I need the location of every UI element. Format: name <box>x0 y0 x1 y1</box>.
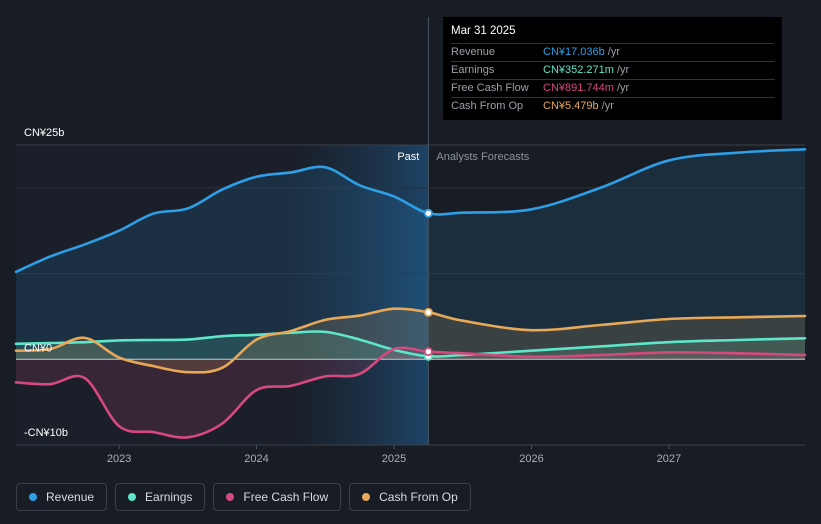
tooltip-value: CN¥352.271m <box>543 64 614 76</box>
legend-item-free-cash-flow[interactable]: Free Cash Flow <box>213 483 342 511</box>
legend-label: Earnings <box>145 490 193 504</box>
tooltip-unit: /yr <box>616 64 630 76</box>
tooltip-unit: /yr <box>616 82 630 94</box>
cash-from-op-marker <box>423 307 433 317</box>
tooltip-label: Cash From Op <box>451 100 524 112</box>
tooltip-row-revenue: Revenue CN¥17.036b /yr <box>451 44 775 62</box>
tooltip-date: Mar 31 2025 <box>451 23 774 44</box>
legend-label: Revenue <box>46 490 95 504</box>
earnings-area <box>16 331 805 360</box>
past-label: Past <box>397 151 419 163</box>
free-cash-flow-line <box>14 346 807 439</box>
tooltip-label: Free Cash Flow <box>451 82 529 94</box>
x-tick-label: 2023 <box>107 453 131 465</box>
x-tick-label: 2027 <box>657 453 681 465</box>
x-tick-label: 2025 <box>382 453 406 465</box>
forecast-label: Analysts Forecasts <box>436 151 529 163</box>
y-tick-label: CN¥0 <box>24 342 52 354</box>
x-tick-label: 2026 <box>519 453 543 465</box>
tooltip-row-earnings: Earnings CN¥352.271m /yr <box>451 62 775 80</box>
x-tick-label: 2024 <box>244 453 268 465</box>
free-cash-flow-dot-icon <box>226 493 235 501</box>
tooltip-value: CN¥5.479b <box>543 100 599 112</box>
tooltip-unit: /yr <box>601 100 614 112</box>
past-highlight <box>290 145 429 445</box>
revenue-marker <box>423 208 433 218</box>
earnings-line <box>14 330 807 358</box>
y-tick-label: -CN¥10b <box>24 427 68 439</box>
tooltip-label: Revenue <box>451 46 496 58</box>
tooltip-value: CN¥891.744m <box>543 82 614 94</box>
revenue-dot-icon <box>29 493 37 501</box>
tooltip: Mar 31 2025 Revenue CN¥17.036b /yr Earni… <box>443 17 782 120</box>
cash-from-op-line <box>14 307 807 374</box>
tooltip-value: CN¥17.036b <box>543 46 605 58</box>
earnings-dot-icon <box>128 493 137 501</box>
legend: Revenue Earnings Free Cash Flow Cash Fro… <box>16 483 471 511</box>
revenue-line <box>14 147 807 274</box>
tooltip-row-free-cash-flow: Free Cash Flow CN¥891.744m /yr <box>451 80 775 98</box>
legend-item-revenue[interactable]: Revenue <box>16 483 108 511</box>
y-tick-label: CN¥25b <box>24 127 64 139</box>
legend-item-cash-from-op[interactable]: Cash From Op <box>349 483 471 511</box>
free-cash-flow-marker <box>423 347 433 357</box>
revenue-area <box>16 149 805 360</box>
legend-item-earnings[interactable]: Earnings <box>115 483 206 511</box>
cash-from-op-dot-icon <box>362 493 371 501</box>
legend-label: Free Cash Flow <box>243 490 329 504</box>
tooltip-row-cash-from-op: Cash From Op CN¥5.479b /yr <box>451 98 775 115</box>
tooltip-label: Earnings <box>451 64 495 76</box>
legend-label: Cash From Op <box>379 490 458 504</box>
tooltip-unit: /yr <box>607 46 621 58</box>
